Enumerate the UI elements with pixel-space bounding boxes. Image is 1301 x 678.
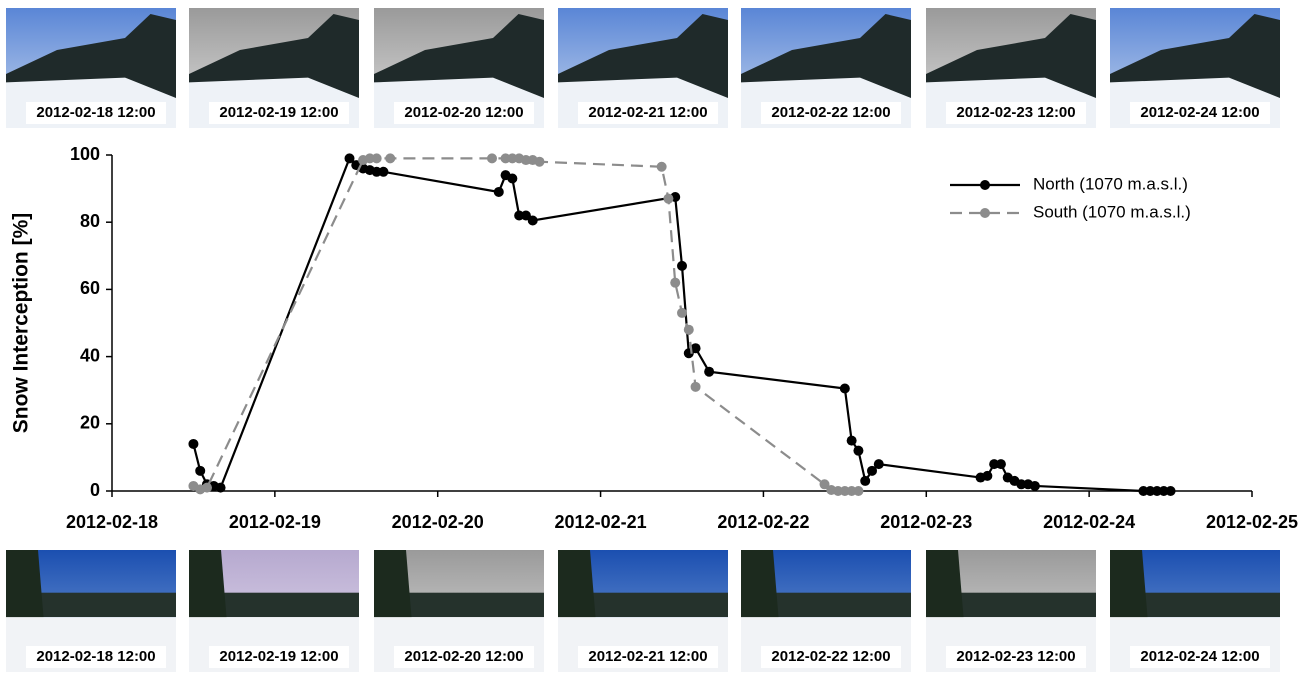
x-tick-label: 2012-02-22 <box>717 512 809 532</box>
data-point <box>684 325 694 335</box>
y-tick-label: 60 <box>80 278 100 298</box>
data-point <box>195 466 205 476</box>
photo: 2012-02-18 12:00 <box>6 8 176 128</box>
data-point <box>677 308 687 318</box>
data-point <box>982 471 992 481</box>
data-point <box>535 157 545 167</box>
data-point <box>507 174 517 184</box>
data-point <box>216 483 226 493</box>
data-point <box>1030 481 1040 491</box>
data-point <box>860 476 870 486</box>
data-point <box>847 436 857 446</box>
data-point <box>1166 486 1176 496</box>
photo-caption: 2012-02-22 12:00 <box>771 104 890 121</box>
photo-caption: 2012-02-19 12:00 <box>219 648 338 665</box>
photo-caption: 2012-02-21 12:00 <box>588 104 707 121</box>
photo: 2012-02-20 12:00 <box>374 8 544 128</box>
legend-marker <box>980 180 990 190</box>
data-point <box>677 261 687 271</box>
photo: 2012-02-19 12:00 <box>189 550 359 672</box>
photo: 2012-02-24 12:00 <box>1110 550 1280 672</box>
x-tick-label: 2012-02-21 <box>555 512 647 532</box>
data-point <box>657 162 667 172</box>
y-tick-label: 20 <box>80 413 100 433</box>
photo-caption: 2012-02-24 12:00 <box>1140 104 1259 121</box>
photo-caption: 2012-02-20 12:00 <box>404 648 523 665</box>
data-point <box>385 153 395 163</box>
photo: 2012-02-24 12:00 <box>1110 8 1280 128</box>
photo: 2012-02-18 12:00 <box>6 550 176 672</box>
x-tick-label: 2012-02-25 <box>1206 512 1298 532</box>
x-tick-label: 2012-02-24 <box>1043 512 1135 532</box>
legend-label: South (1070 m.a.s.l.) <box>1033 202 1191 221</box>
photo: 2012-02-21 12:00 <box>558 550 728 672</box>
data-point <box>853 446 863 456</box>
legend-marker <box>980 208 990 218</box>
photo-caption: 2012-02-23 12:00 <box>956 104 1075 121</box>
data-point <box>853 486 863 496</box>
y-tick-label: 80 <box>80 211 100 231</box>
photo-caption: 2012-02-18 12:00 <box>36 648 155 665</box>
legend-label: North (1070 m.a.s.l.) <box>1033 174 1188 193</box>
x-tick-label: 2012-02-23 <box>880 512 972 532</box>
data-point <box>874 459 884 469</box>
data-point <box>663 194 673 204</box>
y-tick-label: 100 <box>70 144 100 164</box>
data-point <box>670 278 680 288</box>
photo-caption: 2012-02-24 12:00 <box>1140 648 1259 665</box>
data-point <box>188 439 198 449</box>
x-tick-label: 2012-02-20 <box>392 512 484 532</box>
data-point <box>378 167 388 177</box>
y-tick-label: 0 <box>90 480 100 500</box>
y-tick-label: 40 <box>80 345 100 365</box>
photo-caption: 2012-02-21 12:00 <box>588 648 707 665</box>
photo: 2012-02-22 12:00 <box>741 8 911 128</box>
data-point <box>372 153 382 163</box>
photo-caption: 2012-02-18 12:00 <box>36 104 155 121</box>
photo: 2012-02-21 12:00 <box>558 8 728 128</box>
data-point <box>528 216 538 226</box>
data-point <box>494 187 504 197</box>
photo: 2012-02-23 12:00 <box>926 550 1096 672</box>
photo-caption: 2012-02-19 12:00 <box>219 104 338 121</box>
photo: 2012-02-20 12:00 <box>374 550 544 672</box>
data-point <box>996 459 1006 469</box>
data-point <box>840 384 850 394</box>
data-point <box>487 153 497 163</box>
data-point <box>704 367 714 377</box>
photo-caption: 2012-02-23 12:00 <box>956 648 1075 665</box>
photo: 2012-02-19 12:00 <box>189 8 359 128</box>
series-line <box>193 158 858 491</box>
y-axis-label: Snow Interception [%] <box>10 213 33 434</box>
photo: 2012-02-22 12:00 <box>741 550 911 672</box>
photo-caption: 2012-02-20 12:00 <box>404 104 523 121</box>
photo-caption: 2012-02-22 12:00 <box>771 648 890 665</box>
data-point <box>691 382 701 392</box>
x-tick-label: 2012-02-18 <box>66 512 158 532</box>
data-point <box>202 483 212 493</box>
photo: 2012-02-23 12:00 <box>926 8 1096 128</box>
x-tick-label: 2012-02-19 <box>229 512 321 532</box>
figure: Snow Interception [%] 2012-02-18 12:00 20… <box>0 0 1301 678</box>
